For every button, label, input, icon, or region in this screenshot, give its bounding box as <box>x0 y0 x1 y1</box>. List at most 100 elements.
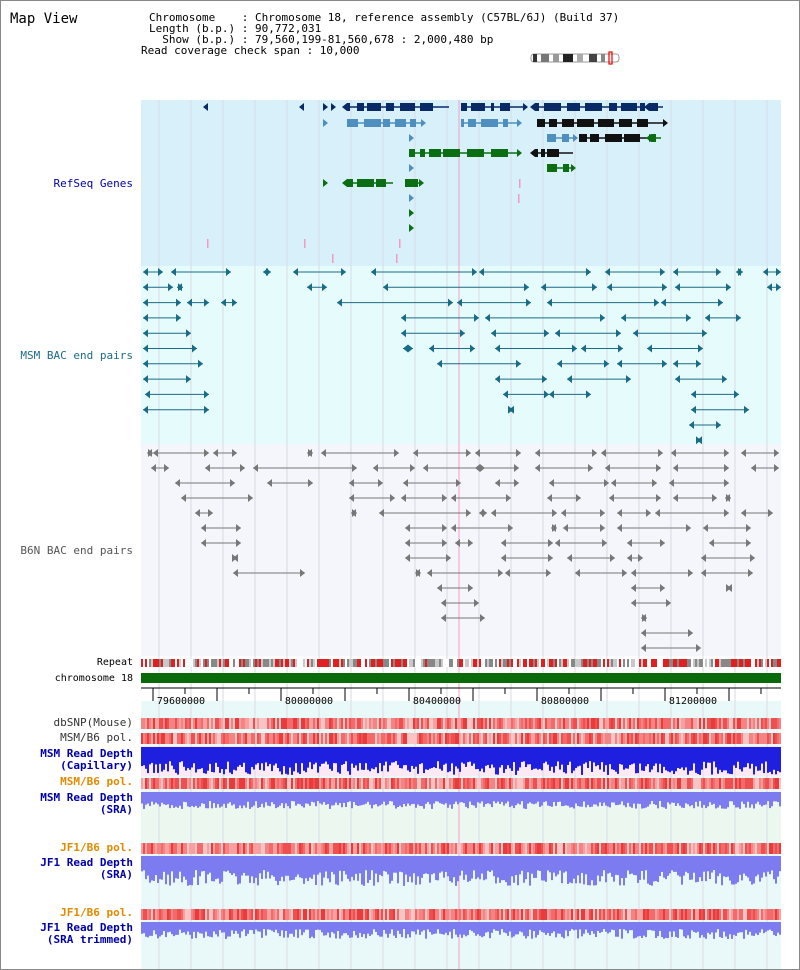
bac-end-pair[interactable] <box>611 479 657 487</box>
bac-end-pair[interactable] <box>547 494 581 502</box>
bac-end-pair[interactable] <box>485 313 605 322</box>
bac-end-pair[interactable] <box>427 569 503 577</box>
bac-end-pair[interactable] <box>495 344 577 353</box>
bac-end-pair[interactable] <box>709 539 751 547</box>
bac-end-pair[interactable] <box>673 359 701 368</box>
bac-end-pair[interactable] <box>555 539 607 547</box>
bac-end-pair[interactable] <box>736 268 743 276</box>
bac-end-pair[interactable] <box>673 268 721 276</box>
bac-end-pair[interactable] <box>253 464 357 472</box>
bac-end-pair[interactable] <box>307 449 313 457</box>
bac-end-pair[interactable] <box>143 405 209 414</box>
bac-end-pair[interactable] <box>535 449 597 457</box>
bac-end-pair[interactable] <box>441 614 485 622</box>
bac-end-pair[interactable] <box>153 449 209 457</box>
bac-end-pair[interactable] <box>689 421 721 429</box>
bac-end-pair[interactable] <box>401 313 479 322</box>
bac-end-pair[interactable] <box>143 298 181 307</box>
bac-end-pair[interactable] <box>451 524 513 532</box>
bac-end-pair[interactable] <box>429 344 475 353</box>
bac-end-pair[interactable] <box>151 464 169 472</box>
bac-end-pair[interactable] <box>349 479 383 487</box>
bac-end-pair[interactable] <box>201 539 241 547</box>
bac-end-pair[interactable] <box>691 405 749 414</box>
bac-end-pair[interactable] <box>673 464 729 472</box>
bac-end-pair[interactable] <box>607 283 667 292</box>
gene[interactable] <box>530 149 573 157</box>
bac-end-pair[interactable] <box>741 449 779 457</box>
bac-end-pair[interactable] <box>181 494 253 502</box>
gene-marker[interactable] <box>323 103 328 111</box>
bac-end-pair[interactable] <box>201 524 241 532</box>
bac-end-pair[interactable] <box>763 268 781 276</box>
bac-end-pair[interactable] <box>413 449 471 457</box>
gene[interactable] <box>547 134 578 142</box>
bac-end-pair[interactable] <box>671 449 729 457</box>
bac-end-pair[interactable] <box>696 436 702 445</box>
label-refseq-genes[interactable]: RefSeq Genes <box>53 177 133 190</box>
bac-end-pair[interactable] <box>705 313 741 322</box>
bac-end-pair[interactable] <box>349 494 395 502</box>
bac-end-pair[interactable] <box>655 509 729 517</box>
bac-end-pair[interactable] <box>405 554 451 562</box>
bac-end-pair[interactable] <box>171 268 231 276</box>
gene[interactable] <box>347 119 426 127</box>
bac-end-pair[interactable] <box>337 298 453 307</box>
bac-end-pair[interactable] <box>143 268 163 276</box>
bac-end-pair[interactable] <box>647 344 703 353</box>
bac-end-pair[interactable] <box>541 283 597 292</box>
bac-end-pair[interactable] <box>143 329 191 338</box>
gene[interactable] <box>646 134 661 142</box>
gene[interactable] <box>530 103 645 111</box>
bac-end-pair[interactable] <box>617 509 651 517</box>
bac-end-pair[interactable] <box>751 464 779 472</box>
bac-end-pair[interactable] <box>307 283 327 292</box>
bac-end-pair[interactable] <box>703 524 751 532</box>
bac-end-pair[interactable] <box>351 509 357 517</box>
bac-end-pair[interactable] <box>491 329 549 338</box>
bac-end-pair[interactable] <box>617 524 691 532</box>
bac-end-pair[interactable] <box>143 313 181 322</box>
gene-marker[interactable] <box>409 209 414 217</box>
bac-end-pair[interactable] <box>551 524 557 532</box>
bac-end-pair[interactable] <box>475 464 519 472</box>
bac-end-pair[interactable] <box>555 329 621 338</box>
bac-end-pair[interactable] <box>205 464 245 472</box>
gene-marker[interactable] <box>203 103 208 111</box>
bac-end-pair[interactable] <box>609 494 661 502</box>
bac-end-pair[interactable] <box>501 554 553 562</box>
bac-end-pair[interactable] <box>321 449 399 457</box>
bac-end-pair[interactable] <box>605 464 661 472</box>
bac-end-pair[interactable] <box>661 298 723 307</box>
bac-end-pair[interactable] <box>675 283 731 292</box>
bac-end-pair[interactable] <box>673 494 717 502</box>
bac-end-pair[interactable] <box>143 283 173 292</box>
bac-end-pair[interactable] <box>293 268 346 276</box>
bac-end-pair[interactable] <box>567 375 631 384</box>
bac-end-pair[interactable] <box>491 509 557 517</box>
bac-end-pair[interactable] <box>232 554 238 562</box>
bac-end-pair[interactable] <box>691 390 739 399</box>
bac-end-pair[interactable] <box>373 464 415 472</box>
bac-end-pair[interactable] <box>601 449 663 457</box>
bac-end-pair[interactable] <box>767 283 781 292</box>
gene[interactable] <box>409 149 522 157</box>
gene[interactable] <box>644 103 663 111</box>
bac-end-pair[interactable] <box>701 554 755 562</box>
gene[interactable] <box>461 103 528 111</box>
bac-end-pair[interactable] <box>501 539 553 547</box>
bac-end-pair[interactable] <box>437 359 521 368</box>
bac-end-pair[interactable] <box>267 479 313 487</box>
bac-end-pair[interactable] <box>405 539 447 547</box>
bac-end-pair[interactable] <box>371 268 477 276</box>
bac-end-pair[interactable] <box>451 494 511 502</box>
bac-end-pair[interactable] <box>263 268 271 276</box>
gene[interactable] <box>342 179 393 187</box>
bac-end-pair[interactable] <box>383 283 529 292</box>
bac-end-pair[interactable] <box>475 449 521 457</box>
bac-end-pair[interactable] <box>495 375 547 384</box>
bac-end-pair[interactable] <box>457 298 531 307</box>
bac-end-pair[interactable] <box>701 569 753 577</box>
bac-end-pair[interactable] <box>233 569 305 577</box>
bac-end-pair[interactable] <box>627 539 665 547</box>
